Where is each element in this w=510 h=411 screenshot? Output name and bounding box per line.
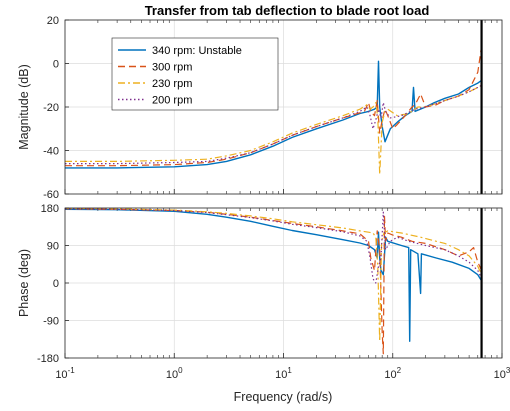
chart-title: Transfer from tab deflection to blade ro… xyxy=(145,3,430,18)
x-tick-label: 101 xyxy=(275,366,292,381)
legend: 340 rpm: Unstable 300 rpm 230 rpm 200 rpm xyxy=(111,37,279,111)
y-tick-label: -90 xyxy=(43,316,59,328)
y-tick-label: -20 xyxy=(43,102,59,114)
phase-y-label: Phase (deg) xyxy=(17,249,31,317)
x-tick-label: 10-1 xyxy=(55,366,75,381)
phase-x-ticks: 10-1 100 101 102 103 xyxy=(55,189,510,381)
y-tick-label: 20 xyxy=(47,15,59,27)
x-axis-label: Frequency (rad/s) xyxy=(234,390,333,404)
phase-axes-box xyxy=(64,207,503,359)
series-line xyxy=(65,46,483,167)
y-tick-label: 90 xyxy=(47,241,59,253)
phase-lines xyxy=(65,208,483,358)
y-tick-label: 0 xyxy=(53,278,59,290)
y-tick-label: -180 xyxy=(37,353,59,365)
legend-label: 340 rpm: Unstable xyxy=(152,45,242,57)
y-tick-label: -60 xyxy=(43,189,59,201)
legend-label: 230 rpm xyxy=(152,78,192,90)
legend-label: 300 rpm xyxy=(152,62,192,74)
series-line xyxy=(65,208,483,342)
phase-y-ticks: -180 -90 0 90 180 xyxy=(37,203,69,365)
magnitude-y-label: Magnitude (dB) xyxy=(17,64,31,149)
x-tick-label: 102 xyxy=(384,366,401,381)
y-tick-label: -40 xyxy=(43,146,59,158)
y-tick-label: 0 xyxy=(53,59,59,71)
legend-label: 200 rpm xyxy=(152,95,192,107)
x-tick-label: 100 xyxy=(166,366,183,381)
y-tick-label: 180 xyxy=(41,203,59,215)
x-tick-label: 103 xyxy=(494,366,510,381)
series-line xyxy=(65,60,482,169)
phase-panel: -180 -90 0 90 180 10-1 100 101 102 103 Phase (de… xyxy=(17,189,510,381)
magnitude-lines xyxy=(65,20,483,194)
